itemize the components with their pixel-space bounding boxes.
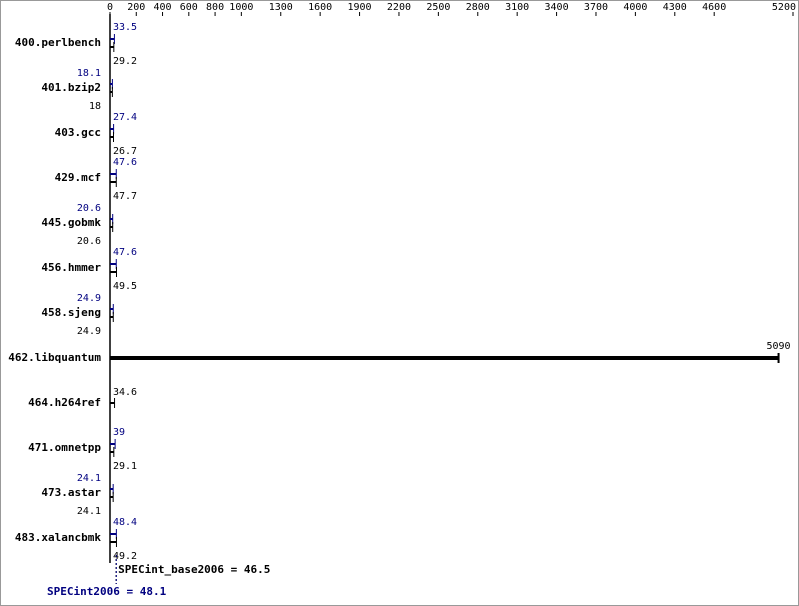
x-tick-label: 2800 bbox=[466, 2, 490, 13]
x-tick-label: 2500 bbox=[426, 2, 450, 13]
value-label: 33.5 bbox=[113, 22, 137, 33]
value-label: 26.7 bbox=[113, 146, 137, 157]
value-label: 47.6 bbox=[113, 157, 137, 168]
x-tick-label: 800 bbox=[206, 2, 224, 13]
value-label: 47.6 bbox=[113, 247, 137, 258]
value-label: 29.2 bbox=[113, 56, 137, 67]
category-label: 456.hmmer bbox=[41, 261, 101, 274]
category-label: 464.h264ref bbox=[28, 396, 101, 409]
category-label: 445.gobmk bbox=[41, 216, 101, 229]
x-tick-label: 600 bbox=[180, 2, 198, 13]
bar bbox=[110, 356, 779, 360]
value-label: 18.1 bbox=[77, 68, 101, 79]
x-tick-label: 200 bbox=[127, 2, 145, 13]
category-label: 429.mcf bbox=[55, 171, 101, 184]
category-label: 483.xalancbmk bbox=[15, 531, 101, 544]
x-tick-label: 400 bbox=[154, 2, 172, 13]
value-label: 34.6 bbox=[113, 387, 137, 398]
category-label: 400.perlbench bbox=[15, 36, 101, 49]
x-tick-label: 4000 bbox=[623, 2, 647, 13]
value-label: 5090 bbox=[766, 341, 790, 352]
category-label: 471.omnetpp bbox=[28, 441, 101, 454]
x-tick-label: 2200 bbox=[387, 2, 411, 13]
value-label: 27.4 bbox=[113, 112, 137, 123]
x-tick-label: 1300 bbox=[269, 2, 293, 13]
category-label: 473.astar bbox=[41, 486, 101, 499]
bar bbox=[110, 402, 115, 404]
bar bbox=[110, 173, 117, 175]
value-label: 20.6 bbox=[77, 236, 101, 247]
bar bbox=[110, 316, 114, 318]
x-tick-label: 5200 bbox=[772, 2, 796, 13]
bar bbox=[110, 136, 114, 138]
category-label: 401.bzip2 bbox=[41, 81, 101, 94]
value-label: 24.1 bbox=[77, 506, 101, 517]
value-label: 49.2 bbox=[113, 551, 137, 562]
bar bbox=[110, 181, 117, 183]
value-label: 49.5 bbox=[113, 281, 137, 292]
value-label: 24.9 bbox=[77, 326, 101, 337]
value-label: 47.7 bbox=[113, 191, 137, 202]
value-label: 39 bbox=[113, 427, 125, 438]
value-label: 24.9 bbox=[77, 293, 101, 304]
reference-label: SPECint2006 = 48.1 bbox=[47, 585, 167, 598]
bar bbox=[110, 38, 115, 40]
x-tick-label: 3700 bbox=[584, 2, 608, 13]
x-tick-label: 1900 bbox=[348, 2, 372, 13]
x-tick-label: 4300 bbox=[663, 2, 687, 13]
bar bbox=[110, 263, 117, 265]
value-label: 24.1 bbox=[77, 473, 101, 484]
x-tick-label: 3100 bbox=[505, 2, 529, 13]
bar bbox=[110, 226, 113, 228]
x-tick-label: 3400 bbox=[545, 2, 569, 13]
bar bbox=[110, 496, 114, 498]
category-label: 403.gcc bbox=[55, 126, 101, 139]
value-label: 20.6 bbox=[77, 203, 101, 214]
bar bbox=[110, 541, 117, 543]
value-label: 48.4 bbox=[113, 517, 137, 528]
bar bbox=[110, 488, 114, 490]
bar bbox=[110, 443, 116, 445]
value-label: 29.1 bbox=[113, 461, 137, 472]
category-label: 458.sjeng bbox=[41, 306, 101, 319]
bar bbox=[110, 308, 114, 310]
bar bbox=[110, 533, 117, 535]
x-tick-label: 0 bbox=[107, 2, 113, 13]
x-tick-label: 1000 bbox=[229, 2, 253, 13]
reference-label: SPECint_base2006 = 46.5 bbox=[118, 563, 270, 576]
category-label: 462.libquantum bbox=[8, 351, 101, 364]
x-tick-label: 1600 bbox=[308, 2, 332, 13]
x-tick-label: 4600 bbox=[702, 2, 726, 13]
bar bbox=[110, 271, 117, 273]
bar bbox=[110, 218, 113, 220]
value-label: 18 bbox=[89, 101, 101, 112]
bar bbox=[110, 83, 113, 85]
bar bbox=[110, 91, 113, 93]
bar bbox=[110, 46, 114, 48]
bar bbox=[110, 451, 114, 453]
bar bbox=[110, 128, 114, 130]
